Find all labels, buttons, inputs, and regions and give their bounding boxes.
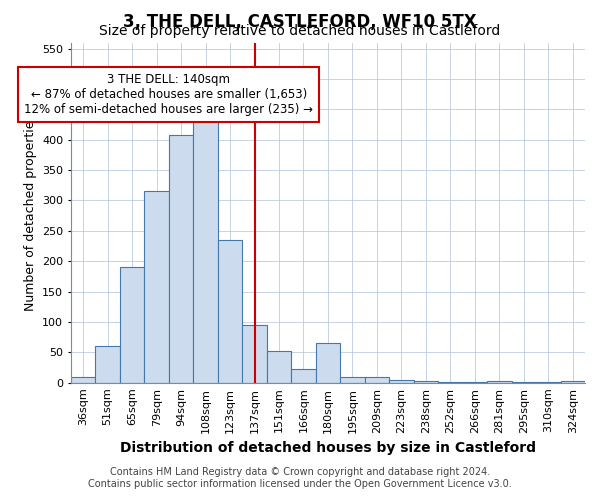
Bar — [242, 325, 267, 383]
Bar — [340, 376, 365, 383]
Text: Size of property relative to detached houses in Castleford: Size of property relative to detached ho… — [100, 24, 500, 38]
Bar — [218, 240, 242, 383]
X-axis label: Distribution of detached houses by size in Castleford: Distribution of detached houses by size … — [120, 441, 536, 455]
Bar — [71, 376, 95, 383]
Bar — [413, 381, 438, 383]
Bar — [438, 382, 463, 383]
Bar — [463, 382, 487, 383]
Bar — [169, 135, 193, 383]
Text: Contains HM Land Registry data © Crown copyright and database right 2024.
Contai: Contains HM Land Registry data © Crown c… — [88, 468, 512, 489]
Bar — [536, 382, 560, 383]
Bar — [389, 380, 413, 383]
Text: 3, THE DELL, CASTLEFORD, WF10 5TX: 3, THE DELL, CASTLEFORD, WF10 5TX — [123, 12, 477, 30]
Bar — [145, 192, 169, 383]
Bar — [560, 381, 585, 383]
Bar — [193, 122, 218, 383]
Bar — [512, 382, 536, 383]
Bar — [291, 369, 316, 383]
Bar — [316, 344, 340, 383]
Bar — [487, 381, 512, 383]
Y-axis label: Number of detached properties: Number of detached properties — [23, 114, 37, 311]
Bar — [267, 351, 291, 383]
Text: 3 THE DELL: 140sqm
← 87% of detached houses are smaller (1,653)
12% of semi-deta: 3 THE DELL: 140sqm ← 87% of detached hou… — [25, 73, 313, 116]
Bar — [120, 268, 145, 383]
Bar — [365, 376, 389, 383]
Bar — [95, 346, 120, 383]
